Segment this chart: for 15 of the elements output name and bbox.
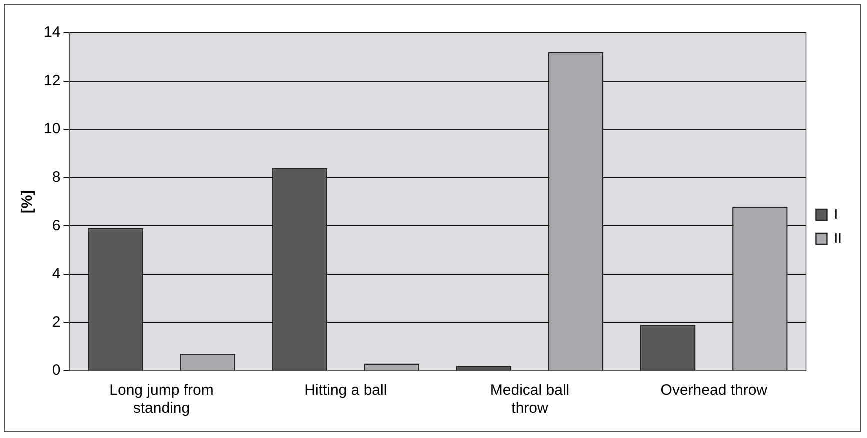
y-tick-label: 6	[52, 217, 61, 234]
y-tick-label: 4	[52, 266, 61, 283]
x-tick-label: Hitting a ball	[304, 382, 388, 400]
y-tick-label: 12	[44, 72, 61, 90]
y-tick-label: 2	[52, 314, 61, 331]
y-tick-label: 10	[44, 120, 61, 138]
y-tick-label: 0	[52, 362, 61, 380]
legend-label: II	[834, 230, 842, 246]
y-tick-label: 8	[52, 169, 61, 186]
x-tick-label: Overhead throw	[660, 382, 768, 400]
x-tick-label: Medical ball throw	[490, 382, 570, 418]
x-tick-label: Long jump from standing	[110, 382, 214, 418]
legend-label: I	[834, 206, 838, 222]
y-tick-label: 14	[44, 24, 61, 42]
y-axis-title: [%]	[19, 190, 36, 214]
